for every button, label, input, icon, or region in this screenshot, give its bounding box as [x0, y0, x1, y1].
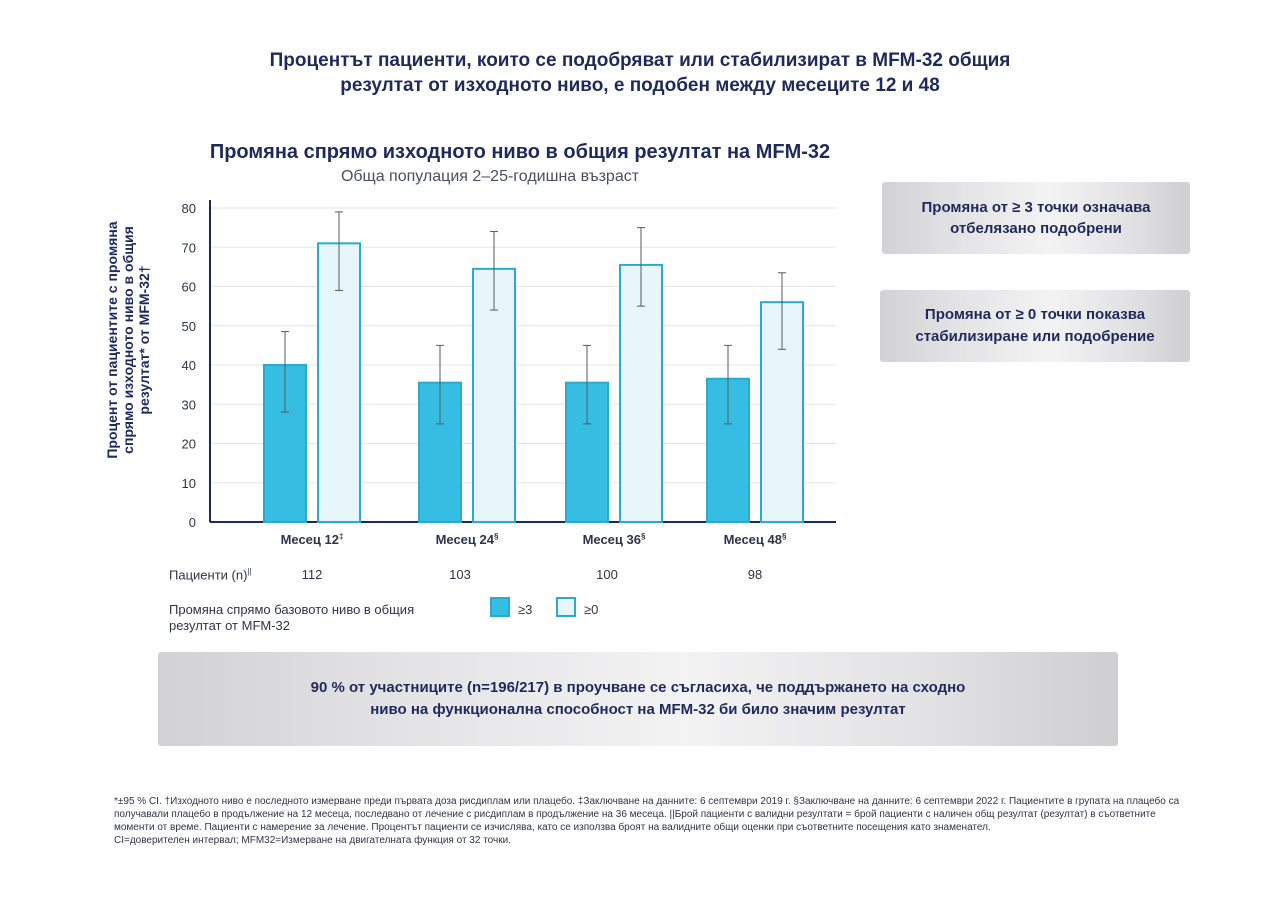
y-tick-label: 50 [182, 319, 196, 334]
x-category-label: Месец 36§ [583, 532, 646, 547]
y-tick-label: 0 [189, 515, 196, 530]
footnote-text: *±95 % CI. †Изходното ниво е последното … [114, 796, 1180, 833]
callout-meaningful-outcome-text: 90 % от участниците (n=196/217) в проучв… [310, 679, 966, 718]
patients-count-month-36: 100 [596, 567, 618, 582]
x-category-label: Месец 24§ [436, 532, 499, 547]
footnote-abbreviations: CI=доверителен интервал; MFM32=Измерване… [114, 835, 511, 846]
patients-row-label: Пациенти (n)|| [169, 567, 252, 583]
legend-label-ge0: ≥0 [584, 602, 599, 617]
headline-line-2: резултат от изходното ниво, е подобен ме… [340, 75, 940, 96]
chart-title: Промяна спрямо изходното ниво в общия ре… [209, 141, 831, 163]
patients-count-month-48: 98 [747, 567, 763, 582]
y-tick-label: 30 [182, 397, 196, 412]
footnote: *±95 % CI. †Изходното ниво е последното … [114, 795, 1194, 847]
callout-stabilization: Промяна от ≥ 0 точки показва стабилизира… [880, 290, 1190, 362]
chart-subtitle: Обща популация 2–25-годишна възраст [340, 168, 640, 185]
callout-meaningful-outcome: 90 % от участниците (n=196/217) в проучв… [158, 652, 1118, 746]
y-tick-label: 10 [182, 476, 196, 491]
x-category-label: Месец 48§ [724, 532, 787, 547]
x-category-label: Месец 12‡ [281, 532, 344, 547]
bar-ge0-2 [619, 263, 663, 523]
callout-marked-improvement: Промяна от ≥ 3 точки означава отбелязано… [882, 182, 1190, 254]
headline: Процентът пациенти, които се подобряват … [140, 48, 1140, 98]
callout-stabilization-text: Промяна от ≥ 0 точки показва стабилизира… [915, 306, 1155, 345]
callout-marked-improvement-text: Промяна от ≥ 3 точки означава отбелязано… [921, 199, 1151, 237]
patients-count-month-24: 103 [449, 567, 471, 582]
y-tick-label: 40 [182, 358, 196, 373]
bar-ge0-1 [472, 267, 516, 523]
y-tick-label: 60 [182, 280, 196, 295]
y-tick-label: 20 [182, 437, 196, 452]
y-tick-label: 80 [182, 201, 196, 216]
headline-line-1: Процентът пациенти, които се подобряват … [269, 50, 1011, 71]
y-tick-label: 70 [182, 240, 196, 255]
legend-label-ge3: ≥3 [518, 602, 533, 617]
legend-swatch-ge0 [556, 597, 576, 617]
patients-count-month-12: 112 [301, 567, 323, 582]
legend-title: Промяна спрямо базовото ниво в общия рез… [169, 602, 415, 633]
legend-swatch-ge3 [490, 597, 510, 617]
